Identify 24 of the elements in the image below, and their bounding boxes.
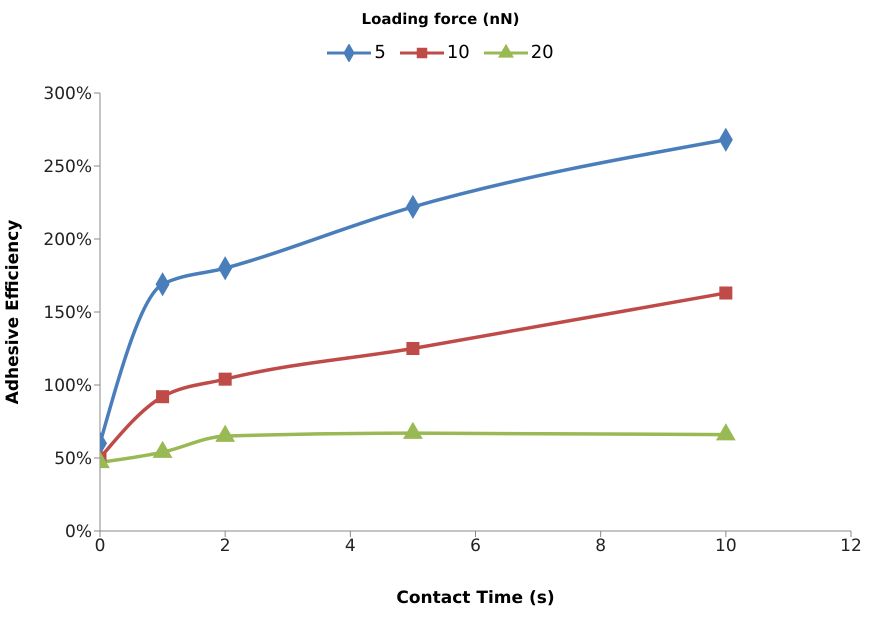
y-tick-label: 300%: [43, 84, 92, 104]
y-tick-label: 150%: [43, 303, 92, 324]
y-tick-label: 0%: [65, 522, 92, 542]
y-tick-label: 50%: [54, 449, 92, 470]
x-tick-label: 2: [220, 536, 231, 556]
point: [406, 342, 420, 356]
x-tick-label: 4: [344, 536, 356, 556]
y-tick-label: 250%: [43, 157, 92, 178]
x-tick-label: 10: [715, 536, 737, 556]
point: [156, 390, 170, 404]
y-tick-label: 200%: [43, 230, 92, 250]
legend-label: 5: [374, 42, 386, 63]
x-tick-label: 12: [840, 536, 862, 556]
x-axis-title: Contact Time (s): [396, 588, 555, 608]
legend-label: 10: [446, 42, 470, 63]
point: [719, 286, 732, 300]
legend-title: Loading force (nN): [360, 10, 520, 28]
y-tick-label: 100%: [43, 376, 92, 396]
x-tick-label: 8: [595, 536, 606, 556]
x-tick-label: 6: [470, 536, 481, 556]
point: [218, 372, 232, 386]
legend-label: 20: [530, 42, 554, 63]
y-axis-title: Adhesive Efficiency: [3, 220, 24, 404]
x-tick-label: 0: [94, 536, 106, 556]
